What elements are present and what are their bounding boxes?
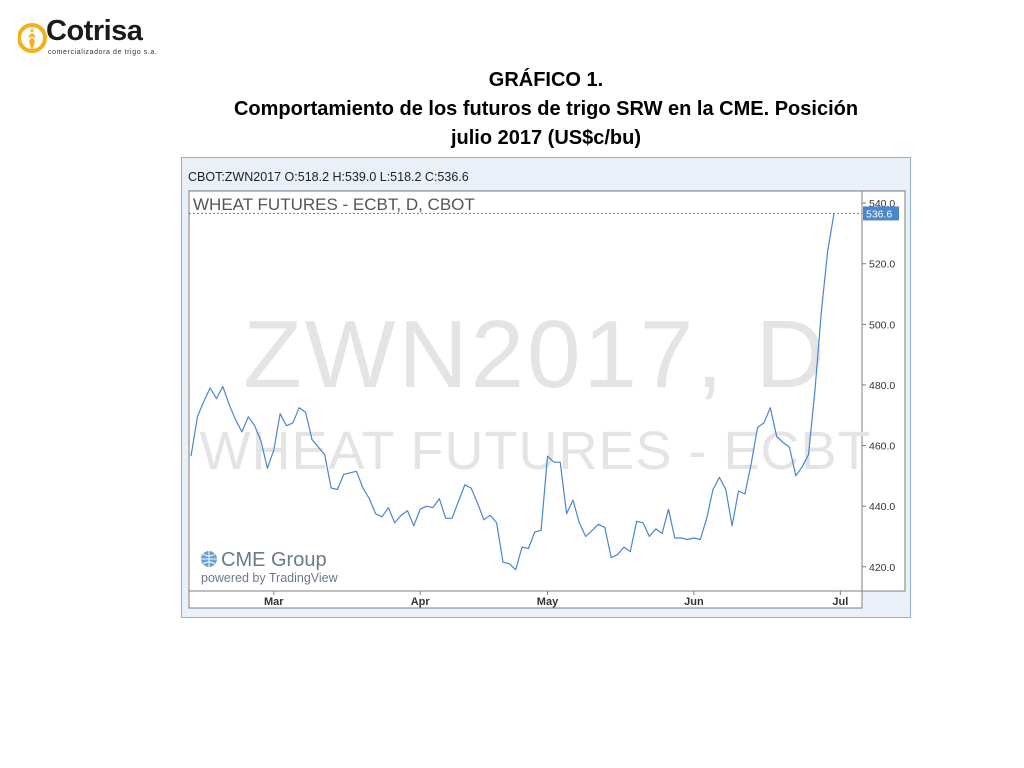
y-tick-label: 480.0 [869, 380, 895, 392]
cotrisa-logo: Cotrisa comercializadora de trigo s.a. [18, 15, 158, 58]
y-tick-label: 520.0 [869, 259, 895, 271]
price-line [190, 213, 835, 571]
cme-branding [201, 551, 217, 567]
price-axis [861, 190, 906, 592]
y-tick-label: 460.0 [869, 441, 895, 453]
logo-tagline: comercializadora de trigo s.a. [48, 49, 158, 56]
x-tick-label: Jun [684, 596, 704, 608]
x-tick-label: May [537, 596, 559, 608]
globe-line [202, 561, 216, 565]
wheat-logo-icon [18, 23, 47, 53]
ohlc-header: CBOT:ZWN2017 O:518.2 H:539.0 L:518.2 C:5… [188, 170, 469, 184]
y-tick-label: 440.0 [869, 501, 895, 513]
logo-wordmark: Cotrisa [46, 15, 143, 47]
y-tick-label: 500.0 [869, 319, 895, 331]
x-tick-label: Apr [411, 596, 431, 608]
watermark-name: WHEAT FUTURES - ECBT [199, 421, 871, 481]
figure-number: GRÁFICO 1. [488, 69, 604, 91]
x-tick-label: Jul [832, 596, 848, 608]
cme-group-label: CME Group [221, 549, 327, 571]
price-chart[interactable]: ZWN2017, D WHEAT FUTURES - ECBT WHEAT FUTU… [181, 157, 911, 618]
figure-caption-line-2: julio 2017 (US$c/bu) [450, 127, 642, 149]
time-axis [188, 590, 863, 609]
powered-by-label: powered by TradingView [201, 571, 339, 585]
x-tick-label: Mar [264, 596, 284, 608]
globe-line [202, 553, 216, 557]
figure-heading: GRÁFICO 1. Comportamiento de los futuros… [180, 66, 912, 153]
y-tick-label: 420.0 [869, 562, 895, 574]
figure-caption-line-1: Comportamiento de los futuros de trigo S… [233, 98, 859, 120]
last-price-label: 536.6 [866, 208, 892, 220]
series-title: WHEAT FUTURES - ECBT, D, CBOT [193, 195, 475, 214]
watermark-symbol: ZWN2017, D [243, 301, 828, 408]
last-price-tag [863, 206, 899, 221]
